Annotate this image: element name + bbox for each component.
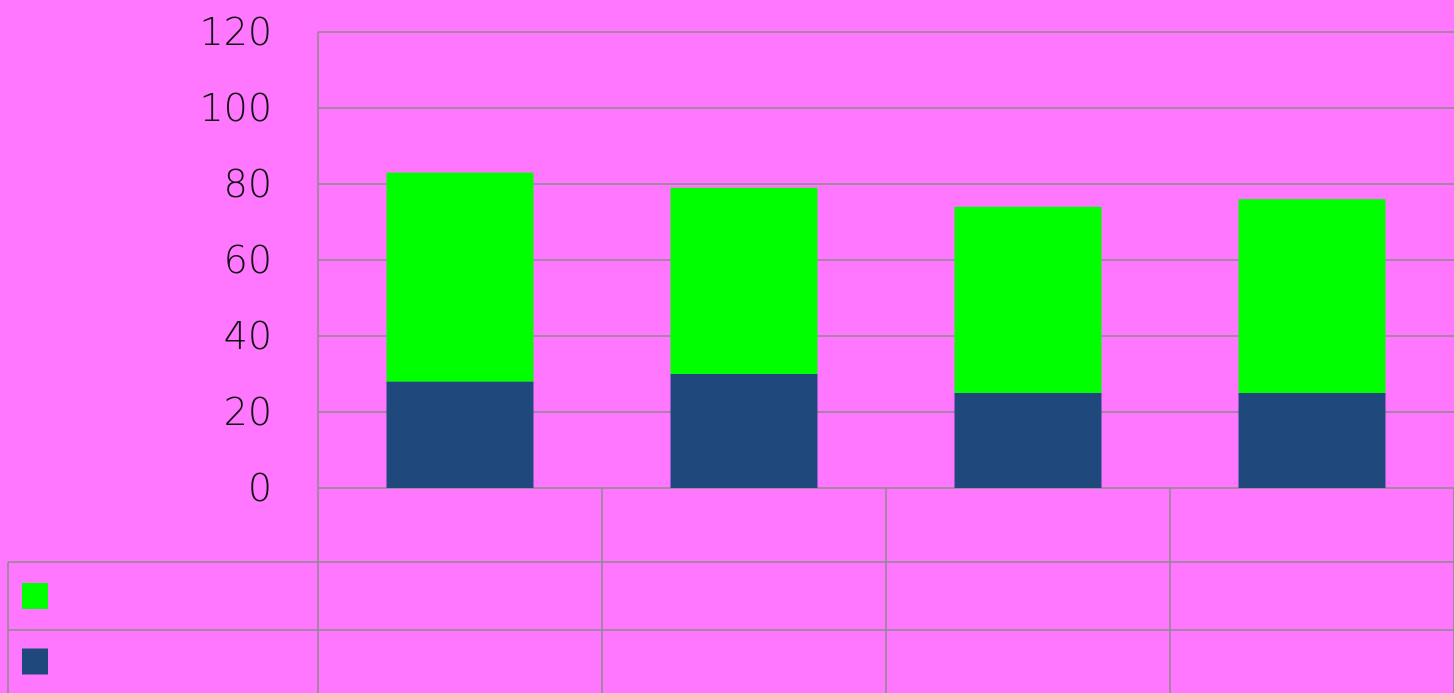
y-axis-tick-labels: 0 20 40 60 80 100 120 [199,10,272,510]
y-tick-label-120: 120 [199,10,272,54]
bars [386,172,1386,488]
data-table [7,488,1454,693]
bar-series2-cat4 [1238,199,1386,393]
y-tick-label-20: 20 [224,390,272,434]
y-tick-label-100: 100 [199,86,272,130]
bar-series1-cat4 [1238,393,1386,488]
y-tick-label-80: 80 [224,162,272,206]
bar-series2-cat1 [386,172,534,382]
legend-key-bottom-series [22,648,48,675]
bar-series2-cat2 [670,187,818,374]
bar-series1-cat3 [954,393,1102,488]
bar-series1-cat1 [386,381,534,488]
y-tick-label-0: 0 [248,466,272,510]
bar-series2-cat3 [954,206,1102,393]
legend-keys [22,583,48,675]
bar-series1-cat2 [670,374,818,488]
y-tick-label-60: 60 [224,238,272,282]
y-tick-label-40: 40 [224,314,272,358]
legend-key-top-series [22,583,48,609]
